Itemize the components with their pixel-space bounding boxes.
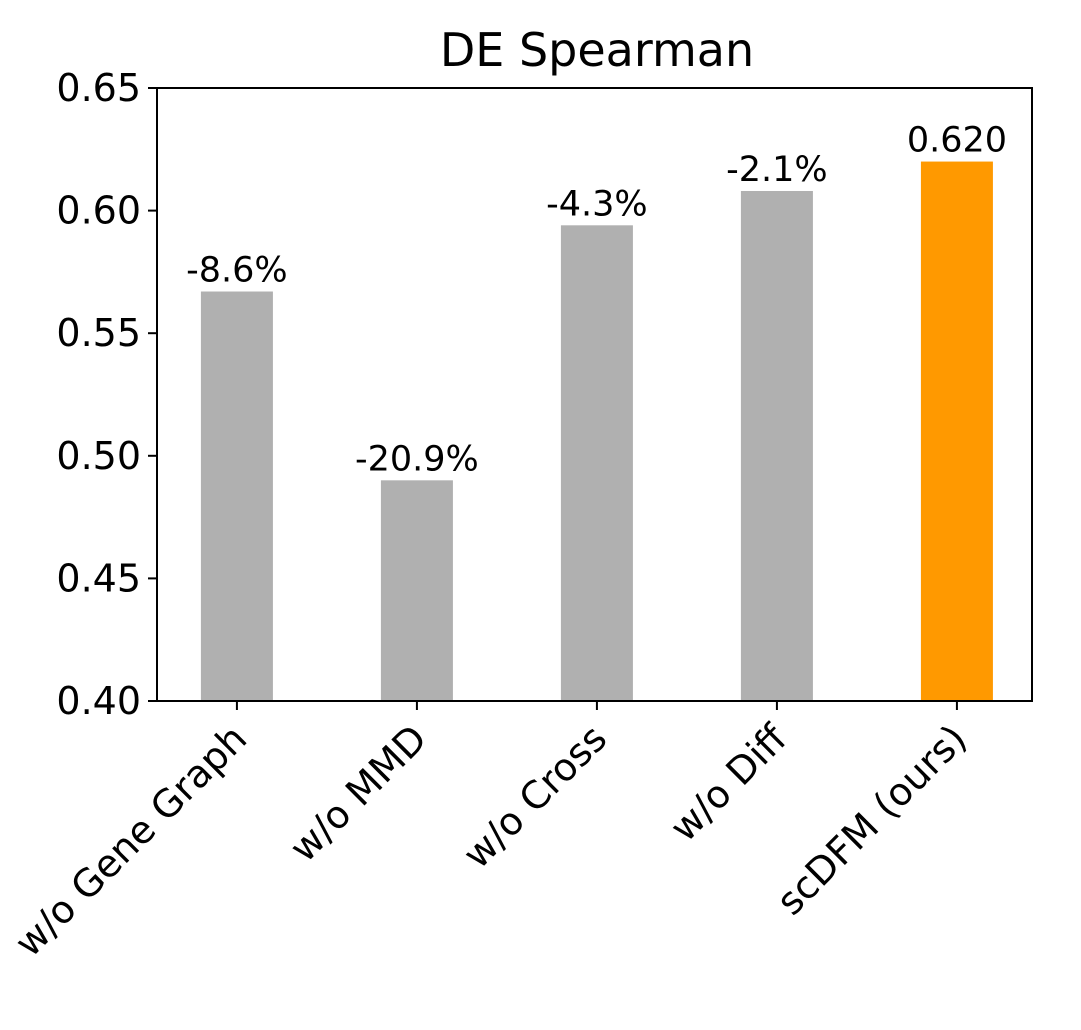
x-tick-label: w/o Cross <box>454 716 615 877</box>
bar <box>920 161 993 701</box>
y-tick-label: 0.60 <box>56 189 141 233</box>
bar-label: 0.620 <box>907 121 1007 161</box>
plot-frame <box>156 87 1033 702</box>
y-tick-label: 0.50 <box>56 434 141 478</box>
bar-label: -8.6% <box>186 251 288 291</box>
bar <box>740 190 813 701</box>
y-tick-label: 0.45 <box>56 556 141 600</box>
bar <box>560 225 633 701</box>
y-tick-label: 0.40 <box>56 679 141 723</box>
bar-label: -4.3% <box>546 184 648 224</box>
bar-label: -2.1% <box>726 150 828 190</box>
x-tick-label: w/o Diff <box>661 716 795 850</box>
y-tick-label: 0.65 <box>56 66 141 110</box>
bar <box>200 291 273 701</box>
x-tick-label: w/o Gene Graph <box>6 716 255 965</box>
x-tick-label: w/o MMD <box>281 716 435 870</box>
bar <box>380 480 453 701</box>
chart-title: DE Spearman <box>440 23 754 77</box>
bar-label: -20.9% <box>355 439 479 479</box>
y-tick-label: 0.55 <box>56 311 141 355</box>
x-tick-label: scDFM (ours) <box>768 716 975 923</box>
